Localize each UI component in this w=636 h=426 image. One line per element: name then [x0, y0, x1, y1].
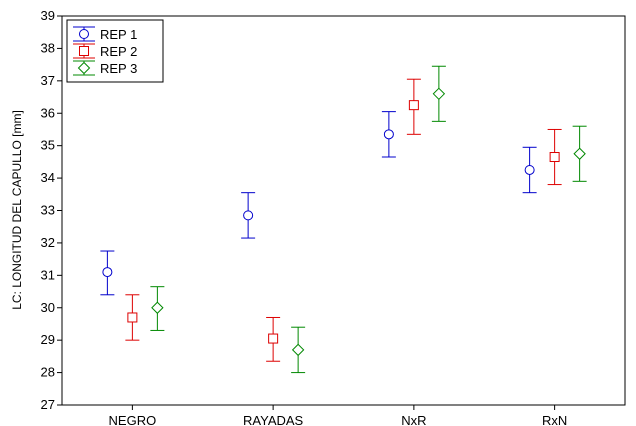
- y-axis: 27 28 29 30 31 32 33 34 35 36 37 38 39: [41, 8, 62, 412]
- legend-label: REP 3: [100, 61, 137, 76]
- y-tick-label: 35: [41, 138, 55, 153]
- y-axis-label: LC: LONGITUD DEL CAPULLO [mm]: [10, 110, 24, 310]
- y-tick-label: 32: [41, 235, 55, 250]
- y-tick-label: 30: [41, 300, 55, 315]
- x-tick-label: NxR: [401, 413, 426, 426]
- legend-marker: [79, 29, 89, 39]
- legend-marker: [79, 46, 89, 56]
- series-1: [100, 111, 537, 296]
- y-tick-label: 31: [41, 267, 55, 282]
- y-tick-label: 33: [41, 203, 55, 218]
- x-tick-label: RAYADAS: [243, 413, 304, 426]
- data-point: [549, 152, 560, 163]
- y-tick-label: 38: [41, 40, 55, 55]
- y-tick-label: 37: [41, 73, 55, 88]
- data-point: [383, 129, 394, 140]
- data-point: [102, 267, 113, 278]
- x-axis: NEGRO RAYADAS NxR RxN: [109, 405, 567, 426]
- y-tick-label: 27: [41, 397, 55, 412]
- data-point: [432, 87, 446, 101]
- legend-item: REP 2: [73, 43, 137, 59]
- y-tick-label: 29: [41, 332, 55, 347]
- y-tick-label: 36: [41, 105, 55, 120]
- data-point: [291, 343, 305, 357]
- legend-label: REP 1: [100, 27, 137, 42]
- x-tick-label: NEGRO: [109, 413, 157, 426]
- data-point: [524, 164, 535, 175]
- y-tick-label: 28: [41, 365, 55, 380]
- legend: REP 1 REP 2 REP 3: [66, 19, 164, 83]
- series-2: [125, 78, 562, 362]
- legend-marker: [77, 61, 91, 75]
- data-point: [268, 333, 279, 344]
- series-group: [100, 65, 587, 374]
- y-tick-label: 39: [41, 8, 55, 23]
- legend-label: REP 2: [100, 44, 137, 59]
- data-point: [408, 100, 419, 111]
- x-tick-label: RxN: [542, 413, 567, 426]
- data-point: [243, 210, 254, 221]
- legend-item: REP 3: [73, 60, 137, 76]
- data-point: [573, 147, 586, 160]
- data-point: [127, 312, 138, 323]
- series-3: [150, 65, 587, 374]
- legend-item: REP 1: [73, 26, 137, 42]
- data-point: [151, 301, 164, 314]
- y-tick-label: 34: [41, 170, 55, 185]
